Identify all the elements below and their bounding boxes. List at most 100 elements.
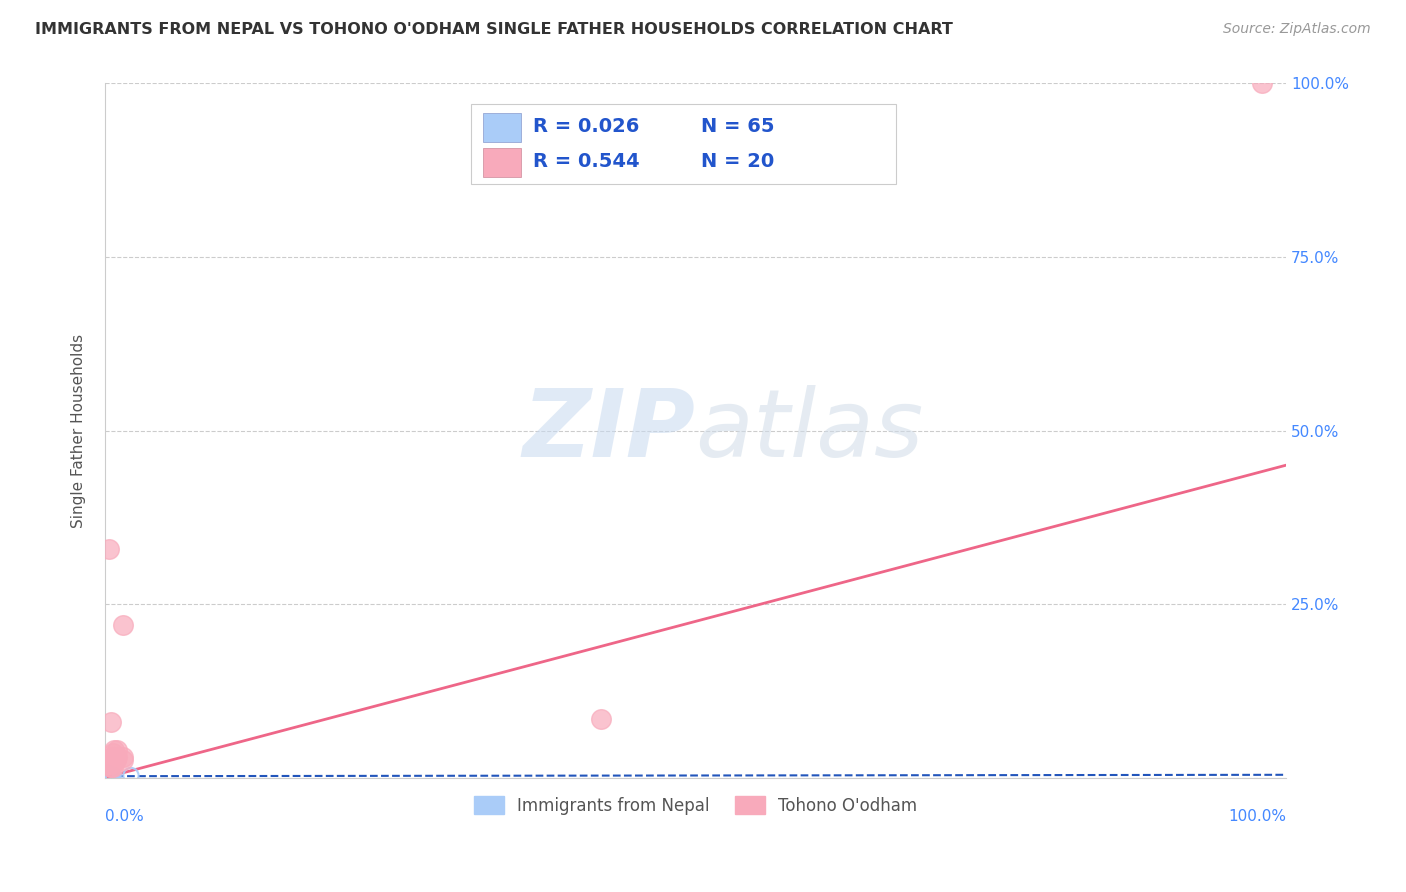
Point [111, 749, 134, 764]
Text: 0.0%: 0.0% [105, 809, 143, 824]
Point [98, 770, 121, 784]
Point [101, 770, 124, 784]
Point [96, 767, 118, 781]
Point [96, 768, 118, 782]
Point [96, 769, 118, 783]
Point [97, 770, 120, 784]
Point [96, 768, 118, 782]
Point [97, 770, 120, 784]
Point [97, 768, 120, 782]
Point [101, 753, 124, 767]
Text: N = 20: N = 20 [702, 152, 775, 170]
Text: atlas: atlas [696, 385, 924, 476]
Point [98, 768, 121, 782]
Point [103, 746, 125, 760]
FancyBboxPatch shape [471, 104, 896, 184]
Point [104, 753, 127, 767]
Point [96, 768, 118, 782]
Text: R = 0.544: R = 0.544 [533, 152, 640, 170]
Point [97, 769, 120, 783]
Point [105, 743, 128, 757]
Point [97, 770, 120, 784]
Point [98, 768, 121, 782]
Point [96, 767, 118, 781]
FancyBboxPatch shape [482, 113, 520, 143]
Point [96, 768, 118, 782]
Point [97, 768, 120, 782]
Y-axis label: Single Father Households: Single Father Households [72, 334, 86, 527]
Point [98, 770, 121, 784]
Point [1251, 77, 1274, 91]
Point [96, 769, 118, 783]
Point [98, 769, 121, 783]
Point [103, 743, 125, 757]
Point [96, 769, 118, 783]
Point [100, 769, 122, 783]
Point [96, 769, 118, 783]
Point [100, 760, 122, 774]
Point [97, 768, 120, 782]
Point [96, 768, 118, 782]
Point [96, 768, 118, 782]
Point [100, 770, 122, 784]
Point [103, 749, 125, 764]
Point [98, 770, 121, 784]
Point [103, 760, 125, 774]
FancyBboxPatch shape [482, 148, 520, 178]
Point [97, 768, 120, 782]
Point [97, 768, 120, 782]
Point [96, 768, 118, 782]
Point [97, 541, 120, 556]
Point [98, 756, 121, 771]
Text: 100.0%: 100.0% [1227, 809, 1286, 824]
Point [96, 768, 118, 782]
Point [111, 618, 134, 632]
Point [97, 769, 120, 783]
Point [96, 770, 118, 784]
Point [96, 768, 118, 782]
Point [96, 768, 118, 782]
Text: N = 65: N = 65 [702, 117, 775, 136]
Point [111, 753, 134, 767]
Point [103, 768, 125, 782]
Legend: Immigrants from Nepal, Tohono O'odham: Immigrants from Nepal, Tohono O'odham [467, 789, 924, 822]
Point [96, 769, 118, 783]
Point [100, 760, 122, 774]
Point [96, 767, 118, 781]
Point [96, 770, 118, 784]
Point [97, 769, 120, 783]
Point [96, 768, 118, 782]
Text: R = 0.026: R = 0.026 [533, 117, 638, 136]
Point [96, 768, 118, 782]
Point [96, 768, 118, 782]
Text: IMMIGRANTS FROM NEPAL VS TOHONO O'ODHAM SINGLE FATHER HOUSEHOLDS CORRELATION CHA: IMMIGRANTS FROM NEPAL VS TOHONO O'ODHAM … [35, 22, 953, 37]
Text: ZIP: ZIP [523, 384, 696, 476]
Point [97, 769, 120, 783]
Point [96, 770, 118, 784]
Point [120, 768, 142, 782]
Point [96, 769, 118, 783]
Point [96, 768, 118, 782]
Text: Source: ZipAtlas.com: Source: ZipAtlas.com [1223, 22, 1371, 37]
Point [96, 770, 118, 784]
Point [96, 768, 118, 782]
Point [96, 770, 118, 784]
Point [589, 712, 612, 726]
Point [96, 769, 118, 783]
Point [97, 769, 120, 783]
Point [97, 769, 120, 783]
Point [96, 766, 118, 780]
Point [96, 770, 118, 784]
Point [98, 769, 121, 783]
Point [105, 749, 128, 764]
Point [96, 769, 118, 783]
Point [100, 714, 122, 729]
Point [100, 756, 122, 771]
Point [97, 768, 120, 782]
Point [97, 769, 120, 783]
Point [97, 770, 120, 784]
Point [101, 749, 124, 764]
Point [96, 766, 118, 780]
Point [96, 767, 118, 781]
Point [96, 770, 118, 784]
